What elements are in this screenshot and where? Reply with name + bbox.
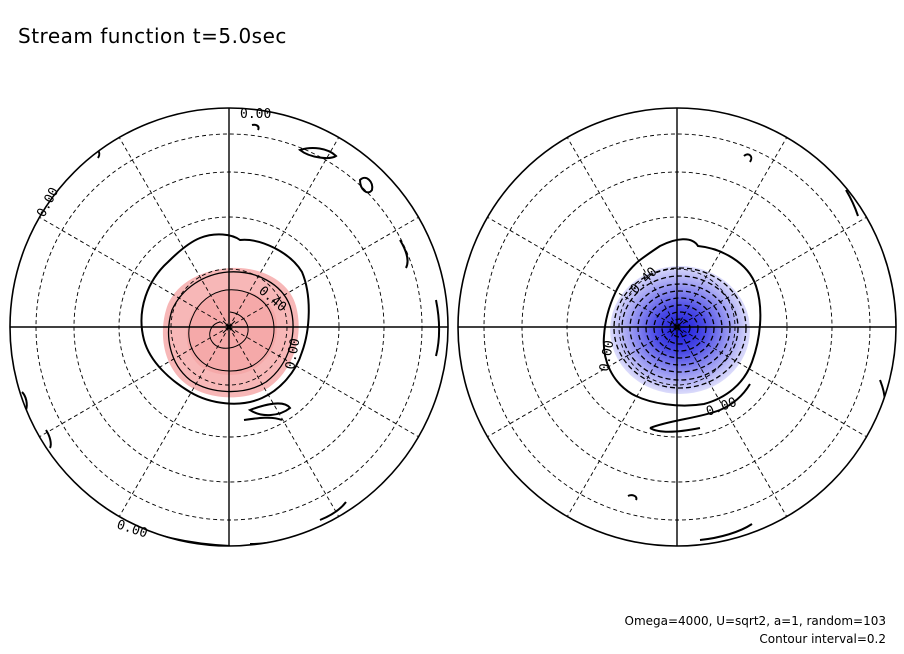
left-label-upper-left: 0.00 [34, 185, 62, 220]
right-label-left: 0.00 [597, 339, 617, 372]
left-label-top: 0.00 [240, 107, 271, 122]
right-center-marker [670, 320, 684, 334]
left-label-bottom: 0.00 [115, 518, 149, 542]
parameter-notes: Omega=4000, U=sqrt2, a=1, random=103 Con… [625, 612, 887, 648]
left-center-marker [222, 320, 236, 334]
left-positive-fill-inner [186, 289, 277, 375]
right-label-bottom: 0.00 [704, 395, 739, 420]
contour-interval-text: Contour interval=0.2 [759, 632, 886, 646]
left-label-center-right: 0.00 [283, 337, 303, 370]
parameters-text: Omega=4000, U=sqrt2, a=1, random=103 [624, 614, 887, 628]
chart-title: Stream function t=5.0sec [18, 24, 287, 48]
left-panel [162, 267, 299, 398]
